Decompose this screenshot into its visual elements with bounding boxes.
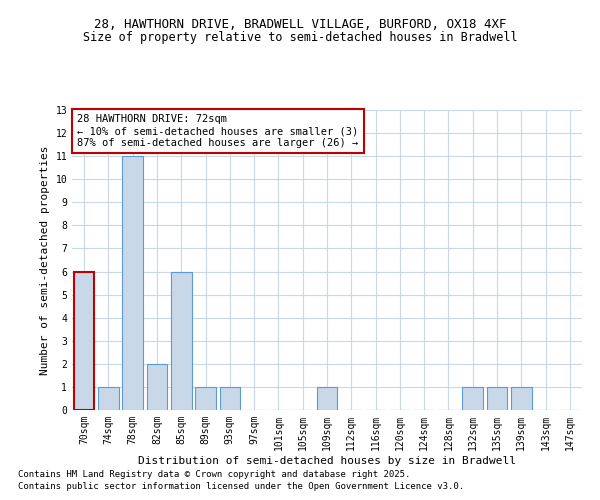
Text: 28 HAWTHORN DRIVE: 72sqm
← 10% of semi-detached houses are smaller (3)
87% of se: 28 HAWTHORN DRIVE: 72sqm ← 10% of semi-d… bbox=[77, 114, 358, 148]
Bar bbox=[171, 272, 191, 410]
Bar bbox=[98, 387, 119, 410]
Bar bbox=[220, 387, 240, 410]
Bar bbox=[317, 387, 337, 410]
Text: 28, HAWTHORN DRIVE, BRADWELL VILLAGE, BURFORD, OX18 4XF: 28, HAWTHORN DRIVE, BRADWELL VILLAGE, BU… bbox=[94, 18, 506, 30]
Bar bbox=[146, 364, 167, 410]
Y-axis label: Number of semi-detached properties: Number of semi-detached properties bbox=[40, 145, 50, 375]
Text: Contains public sector information licensed under the Open Government Licence v3: Contains public sector information licen… bbox=[18, 482, 464, 491]
Bar bbox=[463, 387, 483, 410]
Bar bbox=[122, 156, 143, 410]
Text: Size of property relative to semi-detached houses in Bradwell: Size of property relative to semi-detach… bbox=[83, 31, 517, 44]
Bar bbox=[74, 272, 94, 410]
Text: Contains HM Land Registry data © Crown copyright and database right 2025.: Contains HM Land Registry data © Crown c… bbox=[18, 470, 410, 479]
Bar bbox=[511, 387, 532, 410]
Bar bbox=[487, 387, 508, 410]
X-axis label: Distribution of semi-detached houses by size in Bradwell: Distribution of semi-detached houses by … bbox=[138, 456, 516, 466]
Bar bbox=[195, 387, 216, 410]
